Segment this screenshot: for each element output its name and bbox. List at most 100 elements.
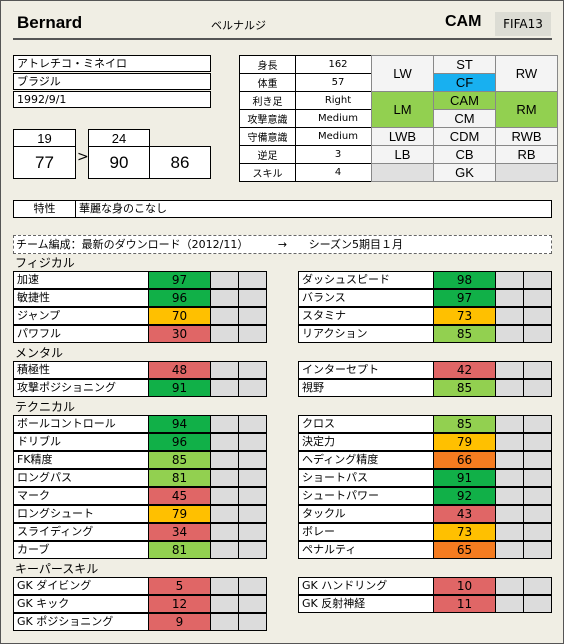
section-title-physical: フィジカル	[15, 256, 75, 270]
pos-empty-left	[371, 163, 434, 182]
stat-extra-cell	[496, 523, 524, 541]
stat-row: ドリブル 96	[13, 433, 267, 451]
stat-label: スタミナ	[298, 307, 434, 325]
stat-row: ロングパス 81	[13, 469, 267, 487]
stat-row: カーブ 81	[13, 541, 267, 559]
nationality: ブラジル	[13, 73, 211, 90]
stat-row: スライディング 34	[13, 523, 267, 541]
stat-extra-cell	[239, 595, 267, 613]
stat-extra-cell	[524, 541, 552, 559]
stat-extra-cell	[239, 541, 267, 559]
stat-row: GK ダイビング 5	[13, 577, 267, 595]
stat-row: 決定力 79	[298, 433, 552, 451]
overall-start: 77	[13, 146, 76, 179]
stat-value: 98	[434, 271, 496, 289]
stat-value: 11	[434, 595, 496, 613]
pos-rw: RW	[495, 55, 558, 92]
stat-extra-cell	[496, 487, 524, 505]
stat-label: ダッシュスピード	[298, 271, 434, 289]
stat-row: マーク 45	[13, 487, 267, 505]
stat-label: ドリブル	[13, 433, 149, 451]
stat-label: パワフル	[13, 325, 149, 343]
overall-end: 90	[88, 146, 150, 179]
stat-value: 85	[434, 325, 496, 343]
stat-label: インターセプト	[298, 361, 434, 379]
club-name: アトレチコ・ミネイロ	[13, 55, 211, 72]
stat-value: 96	[149, 433, 211, 451]
stat-value: 70	[149, 307, 211, 325]
game-version-badge: FIFA13	[495, 12, 551, 36]
stat-extra-cell	[524, 523, 552, 541]
pos-lw: LW	[371, 55, 434, 92]
age-start: 19	[13, 129, 76, 147]
stat-row: 敏捷性 96	[13, 289, 267, 307]
stat-row: タックル 43	[298, 505, 552, 523]
stat-extra-cell	[524, 469, 552, 487]
stat-row: パワフル 30	[13, 325, 267, 343]
stat-value: 45	[149, 487, 211, 505]
stat-extra-cell	[496, 541, 524, 559]
stat-label: ボレー	[298, 523, 434, 541]
player-name: Bernard	[17, 13, 83, 32]
section-title-mental: メンタル	[15, 346, 64, 360]
stat-row: バランス 97	[298, 289, 552, 307]
stat-row: ジャンプ 70	[13, 307, 267, 325]
stat-extra-cell	[496, 505, 524, 523]
stat-extra-cell	[496, 451, 524, 469]
stat-label: カーブ	[13, 541, 149, 559]
birth-date: 1992/9/1	[13, 91, 211, 108]
stat-extra-cell	[496, 595, 524, 613]
stat-label: 決定力	[298, 433, 434, 451]
profile-table: 身長 162 体重 57 利き足 Right 攻撃意識 Medium 守備意識 Mediu…	[239, 55, 381, 182]
stat-value: 79	[149, 505, 211, 523]
stat-extra-cell	[496, 307, 524, 325]
stat-extra-cell	[239, 487, 267, 505]
stat-extra-cell	[211, 307, 239, 325]
stat-label: スライディング	[13, 523, 149, 541]
stat-extra-cell	[211, 289, 239, 307]
stat-label: ロングパス	[13, 469, 149, 487]
formation-note-text: チーム編成：最新のダウンロード（2012/11）	[16, 238, 249, 251]
stat-extra-cell	[211, 361, 239, 379]
weight-value: 57	[295, 73, 381, 92]
stat-extra-cell	[211, 595, 239, 613]
stat-extra-cell	[239, 613, 267, 631]
stat-label: 攻撃ポジショニング	[13, 379, 149, 397]
attack-workrate-value: Medium	[295, 109, 381, 128]
stat-label: FK精度	[13, 451, 149, 469]
stat-row: ペナルティ 65	[298, 541, 552, 559]
stat-extra-cell	[239, 469, 267, 487]
stat-row: GK 反射神経 11	[298, 595, 552, 613]
stat-value: 94	[149, 415, 211, 433]
stat-label: ペナルティ	[298, 541, 434, 559]
stat-extra-cell	[496, 469, 524, 487]
stat-label: GK 反射神経	[298, 595, 434, 613]
pos-gk: GK	[433, 163, 496, 182]
stat-extra-cell	[211, 379, 239, 397]
height-value: 162	[295, 55, 381, 74]
formation-note-season: シーズン5期目１月	[308, 238, 404, 251]
stat-extra-cell	[524, 433, 552, 451]
potential-rating: 86	[149, 146, 211, 179]
stat-label: 積極性	[13, 361, 149, 379]
pos-st: ST	[433, 55, 496, 74]
stat-value: 85	[434, 379, 496, 397]
stat-extra-cell	[496, 361, 524, 379]
section-title-goalkeeper: キーパースキル	[15, 562, 99, 576]
foot-value: Right	[295, 91, 381, 110]
stat-label: タックル	[298, 505, 434, 523]
stat-value: 96	[149, 289, 211, 307]
stat-row: 積極性 48	[13, 361, 267, 379]
stat-extra-cell	[239, 325, 267, 343]
formation-note-arrow: →	[277, 238, 288, 251]
stat-value: 65	[434, 541, 496, 559]
stat-value: 97	[149, 271, 211, 289]
player-name-kana: ベルナルジ	[211, 19, 266, 32]
pos-lm: LM	[371, 91, 434, 128]
stat-value: 92	[434, 487, 496, 505]
stat-value: 30	[149, 325, 211, 343]
stat-value: 97	[434, 289, 496, 307]
stat-extra-cell	[239, 361, 267, 379]
stat-row: ショートパス 91	[298, 469, 552, 487]
stat-extra-cell	[524, 289, 552, 307]
